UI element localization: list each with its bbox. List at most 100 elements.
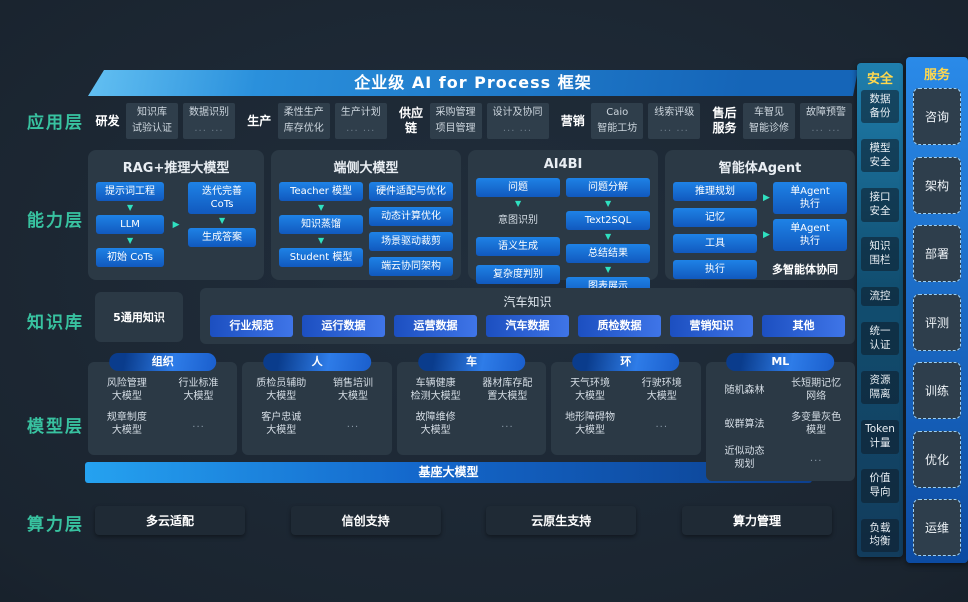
- model-item: 地形障碍物 大模型: [565, 412, 616, 436]
- flow-box: 端云协同架构: [369, 257, 454, 276]
- flow-box: 动态计算优化: [369, 207, 454, 226]
- flow-box: Teacher 模型: [279, 182, 364, 201]
- model-item: 长短期记忆 网络: [791, 378, 842, 402]
- app-box-line: 生产计划: [340, 107, 381, 118]
- security-item: 资源 隔离: [861, 371, 899, 405]
- app-group-label: 研发: [95, 113, 120, 128]
- arrow-down-icon: ▼: [604, 265, 612, 274]
- app-box-line: 知识库: [137, 107, 167, 118]
- model-group-environment: 环 天气环境 大模型 行驶环境 大模型 地形障碍物 大模型 ...: [551, 353, 701, 455]
- model-item: 销售培训 大模型: [332, 378, 373, 402]
- flow-box: 迭代完善 CoTs: [188, 182, 257, 214]
- flow-box: 问题: [476, 178, 561, 197]
- security-item: 数据 备份: [861, 90, 899, 124]
- service-item: 优化: [913, 430, 961, 488]
- security-item: 接口 安全: [861, 188, 899, 222]
- banner-title: 企业级 AI for Process 框架: [88, 70, 858, 96]
- panel-title: 端侧大模型: [333, 161, 399, 176]
- model-item-ellipsis: ...: [655, 418, 669, 430]
- app-box: 知识库 试验认证: [126, 103, 178, 139]
- flow-box: 工具: [673, 234, 758, 253]
- app-box: 数据识别 ... ...: [183, 103, 235, 139]
- arrow-right-icon: ▶: [172, 219, 180, 230]
- flow-box: 场景驱动裁剪: [369, 232, 454, 251]
- panel-title: 智能体Agent: [718, 161, 802, 176]
- app-group-label: 生产: [247, 113, 272, 128]
- model-item: 规章制度 大模型: [106, 412, 147, 436]
- panel-agent: 智能体Agent 推理规划 记忆 工具 执行 ▶ 单Agent 执行 ▶ 单Ag…: [665, 150, 856, 280]
- knowledge-item: 行业规范: [210, 315, 293, 337]
- auto-knowledge-panel: 汽车知识 行业规范 运行数据 运营数据 汽车数据 质检数据 营销知识 其他: [200, 288, 855, 344]
- app-box-line: Caio: [606, 107, 629, 118]
- layer-label-model: 模型层: [27, 417, 84, 437]
- flow-box: 复杂度判别: [476, 265, 561, 284]
- app-box-line: 柔性生产: [283, 107, 324, 118]
- service-item: 架构: [913, 156, 961, 214]
- arrow-down-icon: ▼: [604, 199, 612, 208]
- security-rail-title: 安全: [866, 72, 893, 87]
- compute-item: 云原生支持: [486, 506, 637, 535]
- flow-box: 知识蒸馏: [279, 215, 364, 234]
- app-box: 柔性生产 库存优化: [277, 103, 330, 139]
- app-box-line: 设计及协同: [492, 107, 543, 118]
- model-item: 车辆健康 检测大模型: [410, 378, 461, 402]
- general-knowledge-box: 5通用知识: [95, 292, 183, 342]
- security-item: Token 计量: [861, 420, 899, 454]
- knowledge-item: 运行数据: [302, 315, 385, 337]
- app-box-line: 项目管理: [435, 123, 476, 134]
- arrow-down-icon: ▼: [126, 236, 134, 245]
- app-box-line: 数据识别: [189, 107, 229, 118]
- knowledge-item: 运营数据: [394, 315, 477, 337]
- security-item: 价值 导向: [861, 469, 899, 503]
- flow-box: 总结结果: [566, 244, 651, 263]
- app-box: 设计及协同 ... ...: [486, 103, 549, 139]
- flow-box: 单Agent 执行: [772, 219, 848, 251]
- app-box: 线索评级 ... ...: [648, 103, 701, 139]
- flow-box: 单Agent 执行: [772, 182, 848, 214]
- panel-title: AI4BI: [543, 157, 583, 172]
- service-item: 评测: [913, 293, 961, 351]
- foundation-model-bar: 基座大模型: [85, 462, 812, 483]
- services-rail: 服务 咨询 架构 部署 评测 训练 优化 运维: [906, 57, 968, 563]
- model-group-pill: 车: [417, 353, 526, 371]
- app-box: 车智见 智能诊修: [743, 103, 795, 139]
- model-item: 行驶环境 大模型: [641, 378, 682, 402]
- flow-box: 初始 CoTs: [96, 248, 165, 267]
- arrow-down-icon: ▼: [218, 216, 226, 225]
- knowledge-item: 其他: [762, 315, 845, 337]
- model-group-organization: 组织 风险管理 大模型 行业标准 大模型 规章制度 大模型 ...: [88, 353, 238, 455]
- model-group-people: 人 质检员辅助 大模型 销售培训 大模型 客户忠诚 大模型 ...: [242, 353, 392, 455]
- layer-label-capability: 能力层: [27, 211, 84, 231]
- app-box-line: 车智见: [754, 107, 784, 118]
- model-item: 天气环境 大模型: [570, 378, 611, 402]
- flow-box: 语义生成: [476, 237, 561, 256]
- security-item: 统一 认证: [861, 322, 899, 356]
- app-group-label: 供应链: [398, 106, 423, 135]
- app-group-label: 营销: [560, 113, 585, 128]
- panel-ai4bi: AI4BI 问题 ▼ 意图识别 语义生成 复杂度判别 问题分解 ▼ Text2S…: [468, 150, 659, 296]
- service-item: 运维: [913, 499, 961, 556]
- flow-box: 问题分解: [566, 178, 651, 197]
- app-group-marketing: 营销 Caio 智能工坊 线索评级 ... ...: [559, 103, 701, 139]
- application-row: 研发 知识库 试验认证 数据识别 ... ... 生产 柔性生产 库存优化 生产…: [94, 98, 852, 144]
- model-group-vehicle: 车 车辆健康 检测大模型 器材库存配 置大模型 故障维修 大模型 ...: [396, 353, 547, 455]
- app-box-line: 故障预警: [806, 107, 846, 118]
- app-box-ellipsis: ... ...: [811, 123, 841, 134]
- model-item: 质检员辅助 大模型: [256, 378, 307, 402]
- arrow-down-icon: ▼: [126, 203, 134, 212]
- model-item: 器材库存配 置大模型: [482, 378, 533, 402]
- arrow-down-icon: ▼: [514, 199, 522, 208]
- model-group-pill: 组织: [108, 353, 217, 371]
- arrow-right-icon: ▶: [763, 193, 770, 203]
- model-item: 近似动态 规划: [724, 446, 765, 470]
- compute-item: 算力管理: [681, 506, 832, 535]
- model-item: 随机森林: [724, 384, 765, 396]
- auto-knowledge-title: 汽车知识: [503, 295, 552, 309]
- app-box: 采购管理 项目管理: [429, 103, 482, 139]
- layer-label-application: 应用层: [27, 113, 84, 133]
- flow-box: 硬件适配与优化: [369, 182, 454, 201]
- model-item: 故障维修 大模型: [415, 412, 456, 436]
- panel-title: RAG+推理大模型: [122, 161, 230, 176]
- security-rail: 安全 数据 备份 模型 安全 接口 安全 知识 围栏 流控 统一 认证 资源 隔…: [857, 63, 903, 557]
- model-layer-row: 组织 风险管理 大模型 行业标准 大模型 规章制度 大模型 ... 人 质检员辅…: [88, 353, 856, 481]
